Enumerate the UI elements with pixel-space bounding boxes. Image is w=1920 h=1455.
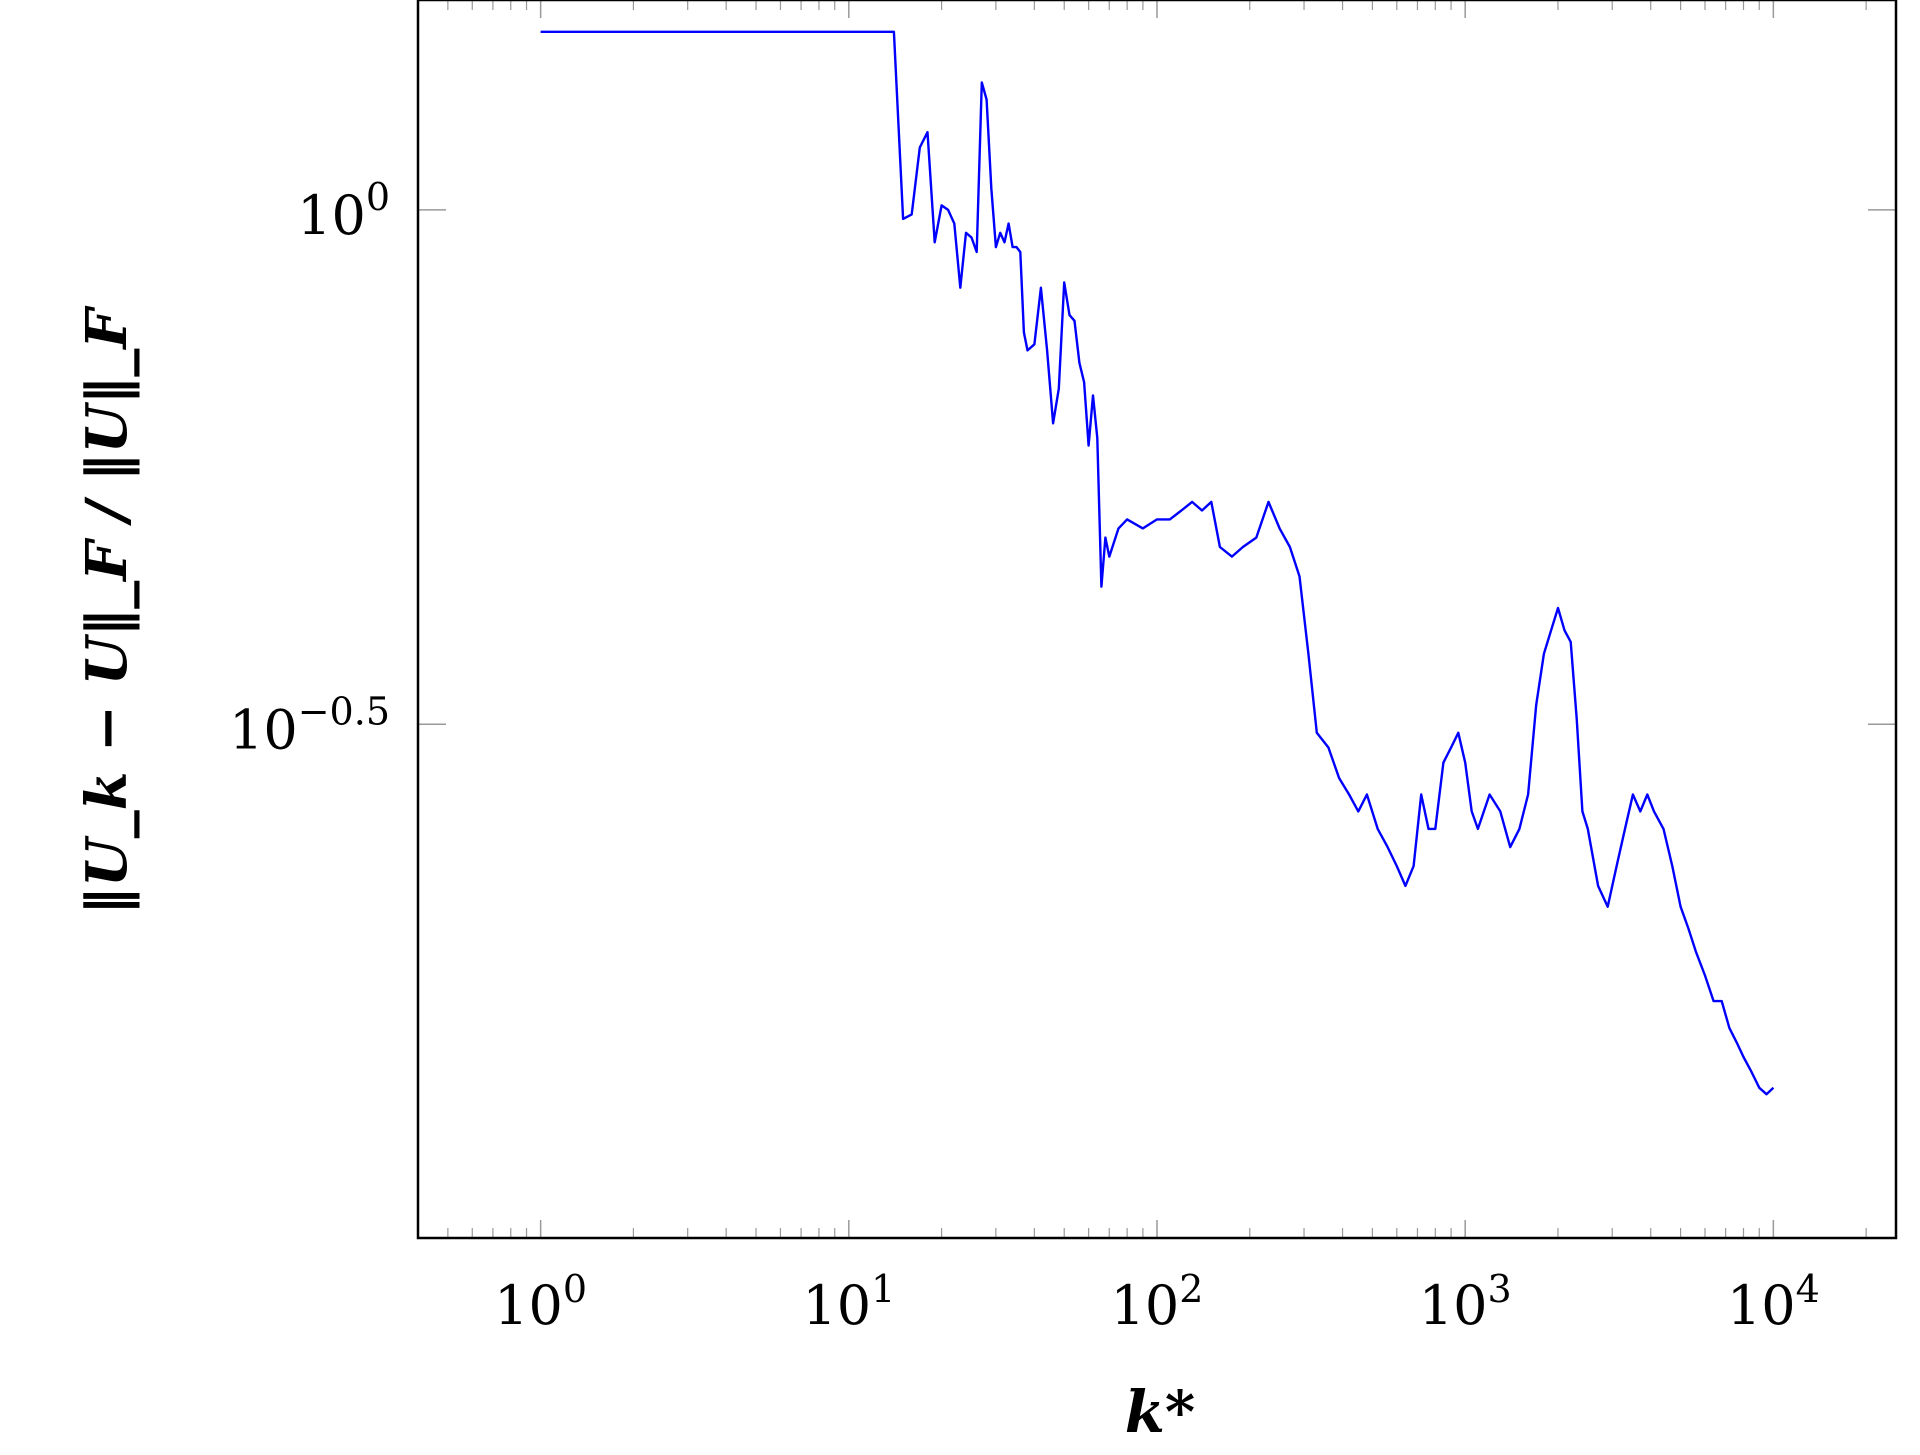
series-layer [540,30,1775,1096]
plot-frame [416,0,1898,1240]
y-tick-labels: 100 10−0.5 [229,175,390,761]
x-tick-label: 103 [1419,1267,1512,1337]
x-tick-label: 100 [494,1267,587,1337]
tick-marks [418,0,1896,1238]
series-line [540,30,1775,1096]
y-axis-label: ‖U_k − U‖_F / ‖U‖_F [74,305,140,915]
y-tick-label: 10−0.5 [229,689,390,761]
x-tick-label: 102 [1111,1267,1204,1337]
x-tick-label: 104 [1727,1267,1820,1337]
x-tick-label: 101 [802,1267,895,1337]
x-tick-labels: 100 101 102 103 104 [494,1267,1820,1337]
x-axis-label: k* [1125,1378,1196,1446]
y-tick-label: 100 [297,175,390,247]
